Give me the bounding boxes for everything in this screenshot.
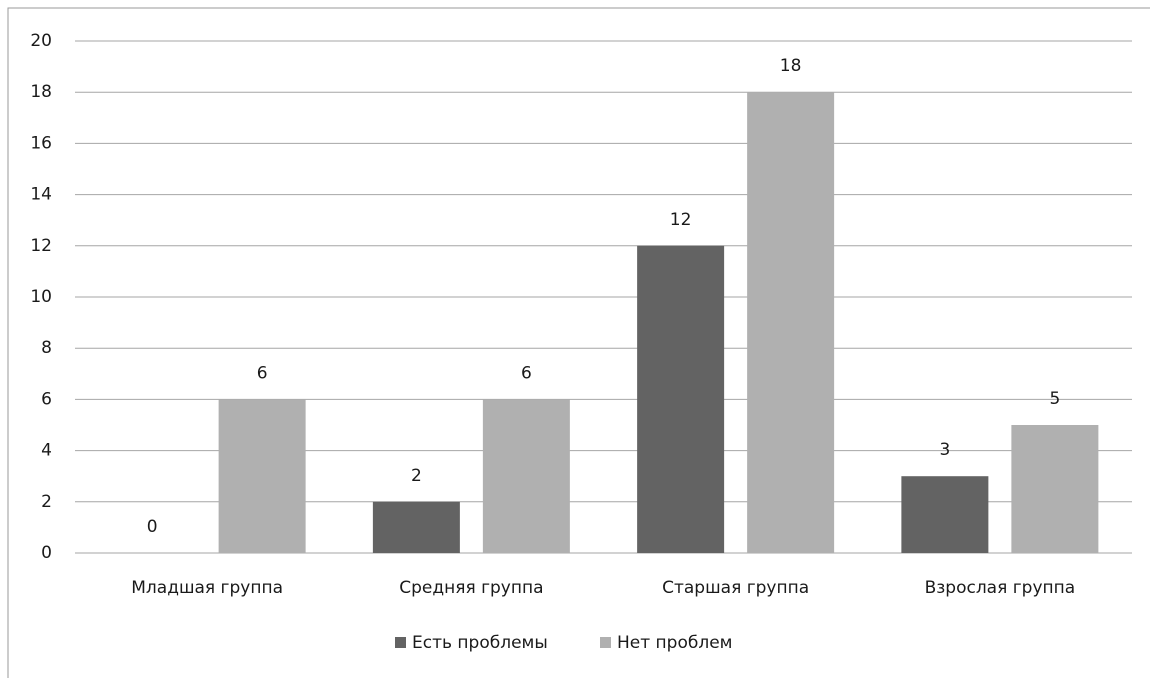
legend-label: Есть проблемы — [412, 633, 548, 653]
bar — [1011, 425, 1099, 553]
data-label: 5 — [1049, 389, 1060, 409]
y-tick-label: 14 — [30, 185, 52, 205]
y-tick-label: 10 — [30, 287, 52, 307]
chart-border — [7, 7, 1150, 678]
data-label: 0 — [147, 517, 158, 537]
data-label: 12 — [670, 210, 692, 230]
bar — [747, 92, 835, 553]
bar — [637, 245, 725, 554]
y-tick-label: 18 — [30, 82, 52, 102]
data-label: 6 — [257, 363, 268, 383]
data-label: 2 — [411, 466, 422, 486]
data-label: 3 — [939, 440, 950, 460]
y-tick-label: 8 — [41, 338, 52, 358]
x-tick-label: Взрослая группа — [925, 578, 1076, 598]
data-label: 18 — [780, 56, 802, 76]
bar — [901, 476, 989, 553]
bar — [482, 399, 570, 553]
bar — [372, 501, 460, 553]
legend-swatch — [600, 637, 611, 648]
data-label: 6 — [521, 363, 532, 383]
y-tick-label: 0 — [41, 543, 52, 563]
x-tick-label: Младшая группа — [131, 578, 283, 598]
y-tick-label: 12 — [30, 236, 52, 256]
x-tick-label: Старшая группа — [662, 578, 809, 598]
legend-swatch — [395, 637, 406, 648]
y-tick-label: 4 — [41, 441, 52, 461]
y-tick-label: 16 — [30, 133, 52, 153]
y-tick-label: 6 — [41, 389, 52, 409]
y-tick-label: 20 — [30, 31, 52, 51]
legend-label: Нет проблем — [617, 633, 733, 653]
bar — [218, 399, 306, 553]
x-tick-label: Средняя группа — [399, 578, 543, 598]
y-tick-label: 2 — [41, 492, 52, 512]
